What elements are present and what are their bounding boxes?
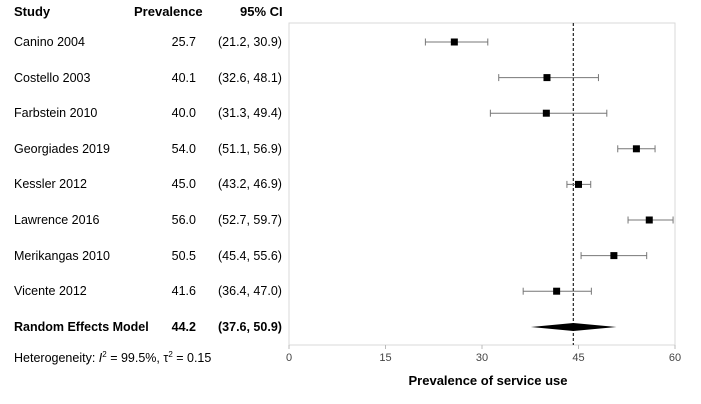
study-name: Farbstein 2010 (14, 106, 98, 121)
tau-value: = 0.15 (172, 351, 212, 366)
study-prevalence: 25.7 (171, 35, 196, 49)
study-ci: (43.2, 46.9) (218, 177, 282, 192)
x-tick-label: 30 (476, 352, 488, 364)
point-estimate (542, 109, 550, 117)
point-estimate (575, 180, 582, 188)
x-tick-label: 0 (286, 352, 292, 364)
study-name: Canino 2004 (14, 35, 85, 49)
point-estimate (645, 216, 653, 224)
study-mark (498, 74, 599, 82)
summary-prevalence: 44.2 (171, 320, 196, 334)
header-prevalence: Prevalence (134, 4, 203, 19)
point-estimate (450, 38, 458, 46)
x-axis: 0 15 30 45 60 (286, 345, 681, 364)
study-ci: (32.6, 48.1) (218, 70, 282, 85)
study-marks (424, 38, 674, 295)
tau-symbol: τ (163, 351, 169, 366)
study-name: Merikangas 2010 (14, 248, 110, 263)
study-prevalence: 41.6 (171, 284, 196, 299)
study-prevalence: 40.1 (171, 70, 196, 85)
study-prevalence: 50.5 (171, 248, 196, 263)
study-ci: (31.3, 49.4) (218, 106, 282, 121)
summary-ci: (37.6, 50.9) (218, 320, 282, 334)
i2-value: = 99.5%, (106, 351, 164, 366)
study-name: Lawrence 2016 (14, 213, 100, 227)
study-mark (580, 252, 648, 260)
summary-diamond (530, 323, 617, 331)
study-prevalence: 40.0 (171, 106, 196, 121)
heterogeneity-stats: Heterogeneity: I2 = 99.5%, τ2 = 0.15 (14, 350, 212, 366)
study-mark (522, 287, 592, 295)
heterogeneity-prefix: Heterogeneity: (14, 351, 99, 366)
point-estimate (610, 252, 618, 260)
point-estimate (543, 74, 551, 82)
study-mark (424, 38, 489, 46)
x-tick-label: 60 (669, 352, 681, 364)
study-ci: (21.2, 30.9) (218, 35, 282, 49)
summary-name: Random Effects Model (14, 320, 149, 334)
study-prevalence: 45.0 (171, 177, 196, 192)
study-ci: (36.4, 47.0) (218, 284, 282, 299)
plot-frame (288, 22, 676, 346)
study-ci: (51.1, 56.9) (218, 141, 282, 156)
x-tick-label: 45 (572, 352, 584, 364)
study-name: Costello 2003 (14, 70, 91, 85)
study-ci: (45.4, 55.6) (218, 248, 282, 263)
x-tick-label: 15 (379, 352, 391, 364)
point-estimate (632, 145, 640, 153)
study-mark (617, 145, 656, 153)
study-name: Kessler 2012 (14, 177, 87, 192)
study-name: Vicente 2012 (14, 284, 87, 299)
study-mark (489, 109, 608, 117)
header-ci: 95% CI (240, 4, 283, 19)
study-ci: (52.7, 59.7) (218, 213, 282, 227)
study-prevalence: 54.0 (171, 141, 196, 156)
study-prevalence: 56.0 (171, 213, 196, 227)
study-mark (627, 216, 674, 224)
x-axis-title: Prevalence of service use (409, 373, 568, 388)
header-study: Study (14, 4, 51, 19)
i2-symbol: I (98, 351, 103, 366)
point-estimate (553, 287, 561, 295)
study-mark (566, 180, 592, 188)
study-name: Georgiades 2019 (14, 141, 110, 156)
